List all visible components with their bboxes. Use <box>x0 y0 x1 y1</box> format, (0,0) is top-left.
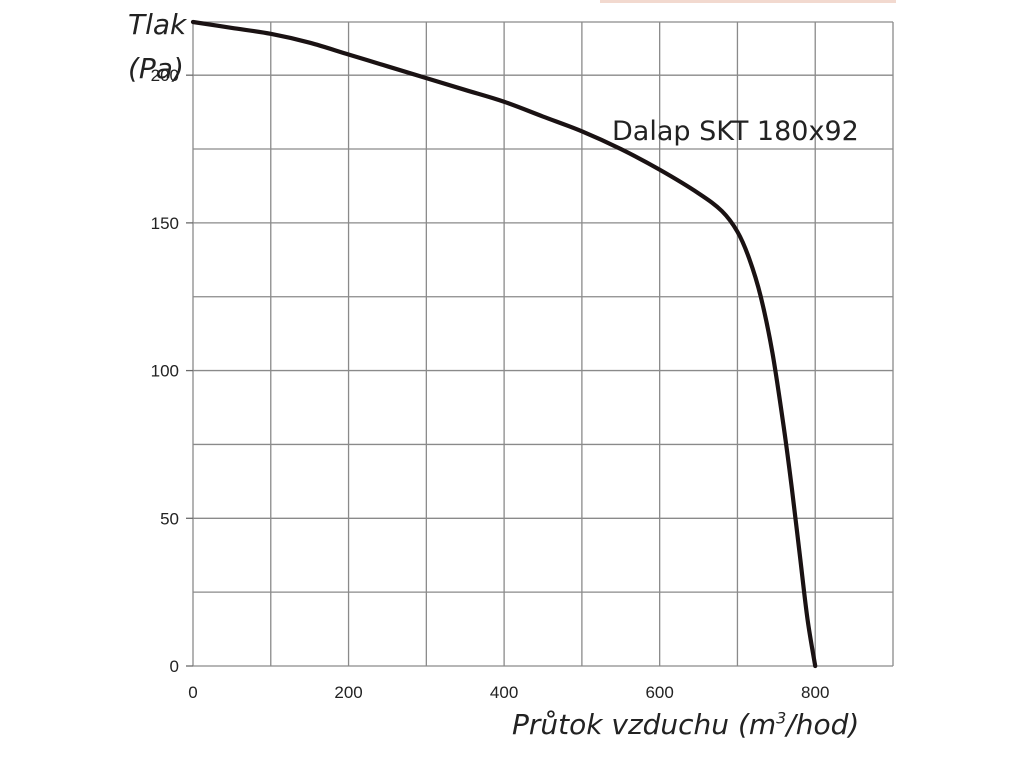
top-decorative-strip <box>600 0 896 3</box>
x-tick-label: 800 <box>801 683 829 702</box>
x-axis-label-suffix: /hod) <box>786 708 860 741</box>
x-tick-label: 200 <box>334 683 362 702</box>
y-tick-label: 100 <box>151 362 179 381</box>
y-axis-label-line2: (Pa) <box>128 52 184 85</box>
series-line <box>190 19 818 669</box>
y-tick-label: 200 <box>151 66 179 85</box>
x-axis-label: Průtok vzduchu (m3/hod) <box>512 708 859 741</box>
y-axis-label-line1: Tlak <box>128 8 187 41</box>
x-tick-label: 400 <box>490 683 518 702</box>
y-tick-label: 0 <box>170 657 179 676</box>
y-tick-label: 150 <box>151 214 179 233</box>
x-axis-label-prefix: Průtok vzduchu (m <box>512 708 777 741</box>
x-tick-label: 0 <box>188 683 197 702</box>
x-tick-label: 600 <box>645 683 673 702</box>
y-tick-label: 50 <box>160 509 179 528</box>
x-axis-label-superscript: 3 <box>776 708 787 728</box>
series-label: Dalap SKT 180x92 <box>612 116 859 147</box>
